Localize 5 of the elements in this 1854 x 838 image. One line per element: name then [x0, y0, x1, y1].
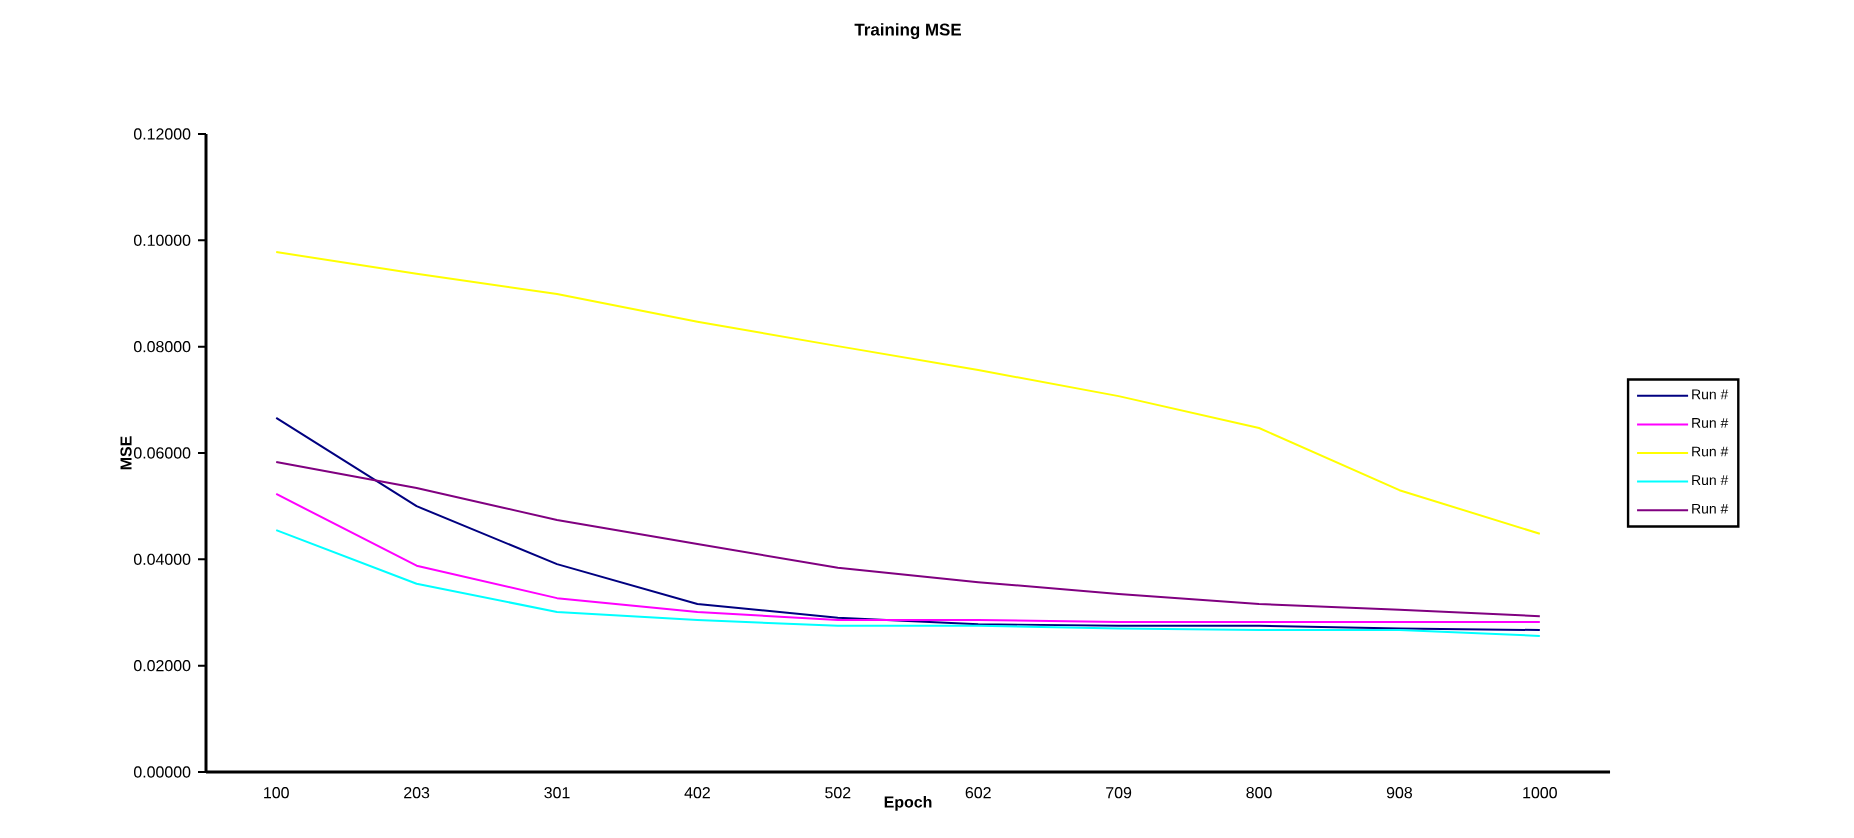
line-series	[275, 461, 1541, 618]
line-series	[275, 529, 1541, 637]
line-series	[275, 416, 1541, 632]
line-series	[275, 251, 1541, 535]
chart-title: Training MSE	[854, 23, 961, 39]
